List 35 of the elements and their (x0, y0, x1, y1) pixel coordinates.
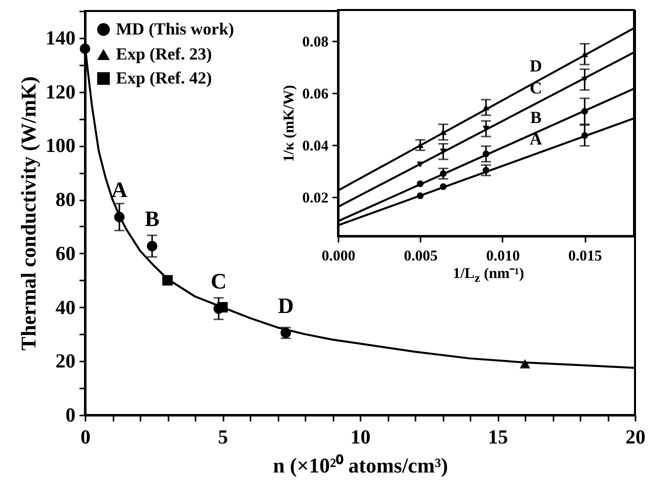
annotation: A (111, 177, 128, 202)
y-tick-label: 0.02 (302, 190, 328, 207)
y-tick-label: 60 (56, 242, 76, 265)
y-axis-title: Thermal conductivity (W/mK) (16, 76, 40, 351)
y-tick-label: 120 (46, 81, 76, 104)
x-tick-label: 5 (218, 426, 228, 448)
x-tick-label: 0.000 (322, 248, 356, 264)
annotation: B (144, 206, 160, 232)
x-tick-label: 0.010 (486, 248, 520, 264)
y-tick-label: 0.06 (302, 86, 329, 103)
annotation: B (530, 108, 542, 128)
x-axis-title: 1/L$_{z}$ (nm⁻¹) (452, 266, 524, 285)
y-tick-label: 20 (56, 350, 76, 373)
annotation: A (530, 130, 543, 149)
y-tick-label: 0 (66, 404, 76, 426)
x-tick-label: 0 (80, 426, 90, 448)
y-tick-label: 40 (56, 296, 76, 319)
x-tick-label: 0.015 (568, 248, 602, 264)
y-tick-label: 140 (46, 27, 76, 50)
x-tick-label: 10 (350, 426, 370, 448)
y-tick-label: 100 (46, 135, 76, 158)
legend-label: Exp (Ref. 23) (116, 44, 212, 64)
annotation: C (210, 268, 227, 294)
legend-label: MD (This work) (116, 20, 234, 38)
legend-label: Exp (Ref. 42) (116, 68, 212, 88)
annotation: D (530, 56, 542, 76)
y-tick-label: 80 (56, 189, 76, 212)
y-axis-title: 1/κ (mK/W) (281, 84, 298, 162)
x-tick-label: 0.005 (404, 248, 438, 264)
x-axis-title: n (×10²⁰ atoms/cm³) (272, 454, 448, 478)
x-tick-label: 20 (626, 426, 646, 448)
annotation: D (278, 292, 294, 318)
x-tick-label: 15 (488, 426, 508, 448)
y-tick-label: 0.08 (302, 34, 328, 51)
y-tick-label: 0.04 (302, 138, 329, 155)
